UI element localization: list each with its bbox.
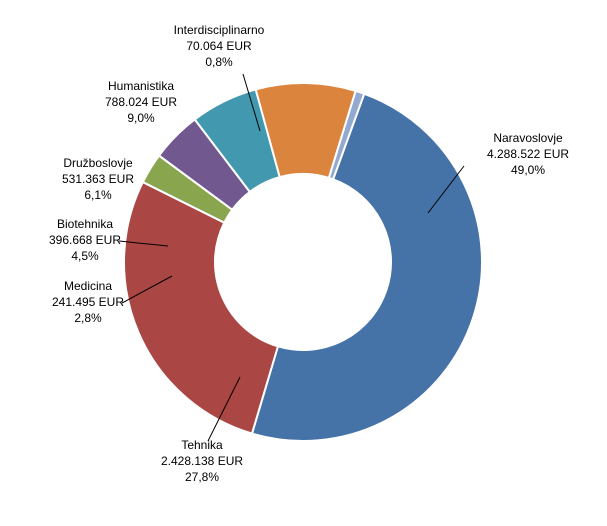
- data-label-biotehnika: Biotehnika 396.668 EUR 4,5%: [49, 217, 121, 263]
- label-amount: 241.495 EUR: [52, 295, 124, 309]
- label-category: Tehnika: [181, 438, 223, 452]
- label-percent: 0,8%: [205, 55, 233, 69]
- label-category: Naravoslovje: [493, 131, 563, 145]
- data-label-medicina: Medicina 241.495 EUR 2,8%: [52, 279, 124, 325]
- slices-layer: [123, 82, 483, 442]
- label-category: Družboslovje: [63, 156, 133, 170]
- leader-line-medicina: [121, 275, 173, 304]
- label-percent: 9,0%: [127, 111, 155, 125]
- data-labels-layer: Naravoslovje 4.288.522 EUR 49,0% Tehnika 2.4…: [49, 23, 569, 484]
- leader-line-tehnika: [207, 376, 241, 442]
- label-amount: 70.064 EUR: [186, 39, 252, 53]
- label-percent: 49,0%: [511, 163, 545, 177]
- label-category: Interdisciplinarno: [174, 23, 265, 37]
- label-amount: 396.668 EUR: [49, 233, 121, 247]
- slice-tehnika: [123, 180, 280, 435]
- label-amount: 788.024 EUR: [105, 95, 177, 109]
- label-percent: 2,8%: [74, 311, 102, 325]
- label-amount: 4.288.522 EUR: [487, 147, 569, 161]
- data-label-druzboslovje: Družboslovje 531.363 EUR 6,1%: [62, 156, 134, 202]
- data-label-humanistika: Humanistika 788.024 EUR 9,0%: [105, 79, 177, 125]
- leader-line-biotehnika: [118, 240, 169, 247]
- leader-line-interdisciplinarno: [242, 73, 261, 132]
- label-category: Medicina: [64, 279, 112, 293]
- leader-lines-layer: [118, 73, 465, 442]
- leader-line-naravoslovje: [427, 165, 465, 214]
- data-label-interdisciplinarno: Interdisciplinarno 70.064 EUR 0,8%: [174, 23, 265, 69]
- data-label-tehnika: Tehnika 2.428.138 EUR 27,8%: [161, 438, 243, 484]
- label-category: Humanistika: [108, 79, 174, 93]
- slice-interdisciplinarno: [327, 89, 366, 181]
- label-category: Biotehnika: [57, 217, 113, 231]
- label-percent: 6,1%: [84, 188, 112, 202]
- label-percent: 27,8%: [185, 470, 219, 484]
- label-percent: 4,5%: [71, 249, 99, 263]
- label-amount: 531.363 EUR: [62, 172, 134, 186]
- data-label-naravoslovje: Naravoslovje 4.288.522 EUR 49,0%: [487, 131, 569, 177]
- slice-naravoslovje: [250, 92, 483, 442]
- label-amount: 2.428.138 EUR: [161, 454, 243, 468]
